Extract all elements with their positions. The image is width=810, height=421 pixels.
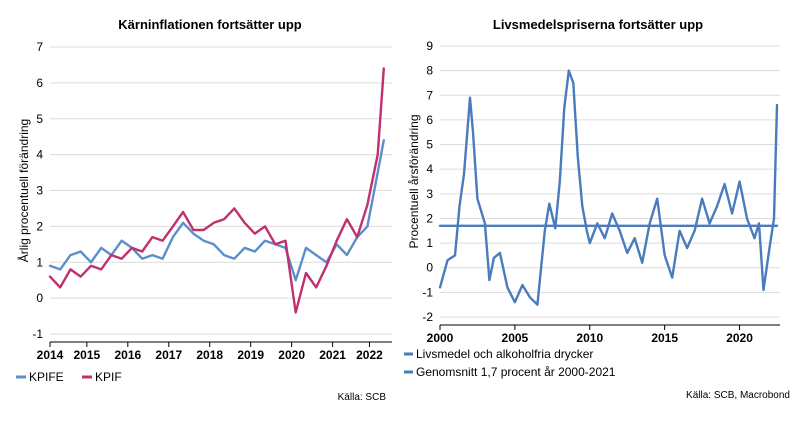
chart-1-legend-label-1: KPIFE [29, 370, 64, 384]
chart-2-y-tick-label: 0 [426, 261, 433, 275]
chart-2-y-tick-label: 9 [426, 39, 433, 53]
chart-2-y-tick-label: -1 [422, 285, 433, 299]
chart-2-y-tick-label: 7 [426, 88, 433, 102]
chart-1-y-tick-label: 0 [36, 291, 43, 305]
chart-1-source: Källa: SCB [338, 392, 387, 403]
chart-1-title: Kärninflationen fortsätter upp [118, 17, 302, 32]
chart-2-y-tick-label: 2 [426, 211, 433, 225]
chart-1-y-tick-label: 1 [36, 255, 43, 269]
chart-1-y-tick-label: 2 [36, 219, 43, 233]
chart-1-x-tick-label: 2022 [356, 348, 383, 362]
chart-1-legend-label-2: KPIF [95, 370, 122, 384]
chart-2-y-axis-label: Procentuell årsförändring [407, 114, 421, 248]
chart-1-series-2-line [48, 67, 385, 314]
chart-2-x-tick-label: 2010 [576, 331, 603, 345]
chart-2-y-tick-label: 6 [426, 113, 433, 127]
chart-1-series-1-line [48, 139, 385, 282]
chart-1-x-tick-label: 2016 [114, 348, 141, 362]
chart-2-x-tick-label: 2005 [502, 331, 529, 345]
chart-1-y-axis-label: Årlig procentuell förändring [16, 119, 31, 262]
chart-1-y-tick-label: 6 [36, 76, 43, 90]
chart-2-y-tick-label: -2 [422, 310, 433, 324]
chart-1-x-tick-label: 2018 [196, 348, 223, 362]
chart-1-y-tick-label: 5 [36, 112, 43, 126]
chart-1-x-tick-label: 2020 [278, 348, 305, 362]
chart-1-y-tick-label: 3 [36, 184, 43, 198]
chart-2-series-1-line [438, 69, 779, 306]
chart-1-y-tick-label: 7 [36, 40, 43, 54]
chart-2-y-tick-label: 4 [426, 162, 433, 176]
chart-1-x-tick-label: 2014 [37, 348, 64, 362]
chart-2-y-tick-label: 3 [426, 187, 433, 201]
chart-1-y-tick-label: -1 [32, 327, 43, 341]
chart-1-x-tick-label: 2017 [155, 348, 182, 362]
chart-2-x-tick-label: 2000 [427, 331, 454, 345]
chart-2-x-tick-label: 2020 [726, 331, 753, 345]
chart-2-y-tick-label: 1 [426, 236, 433, 250]
chart-1-x-tick-label: 2015 [74, 348, 101, 362]
chart-2-y-tick-label: 5 [426, 138, 433, 152]
chart-2-legend-label-1: Livsmedel och alkoholfria drycker [416, 347, 593, 361]
chart-2-x-tick-label: 2015 [651, 331, 678, 345]
chart-2-title: Livsmedelspriserna fortsätter upp [493, 17, 703, 32]
chart-1-x-tick-label: 2019 [237, 348, 264, 362]
chart-2-y-tick-label: 8 [426, 64, 433, 78]
chart-2-legend-label-2: Genomsnitt 1,7 procent år 2000-2021 [416, 365, 616, 379]
chart-2-source: Källa: SCB, Macrobond [686, 390, 790, 401]
chart-1-y-tick-label: 4 [36, 148, 43, 162]
chart-1-x-tick-label: 2021 [319, 348, 346, 362]
